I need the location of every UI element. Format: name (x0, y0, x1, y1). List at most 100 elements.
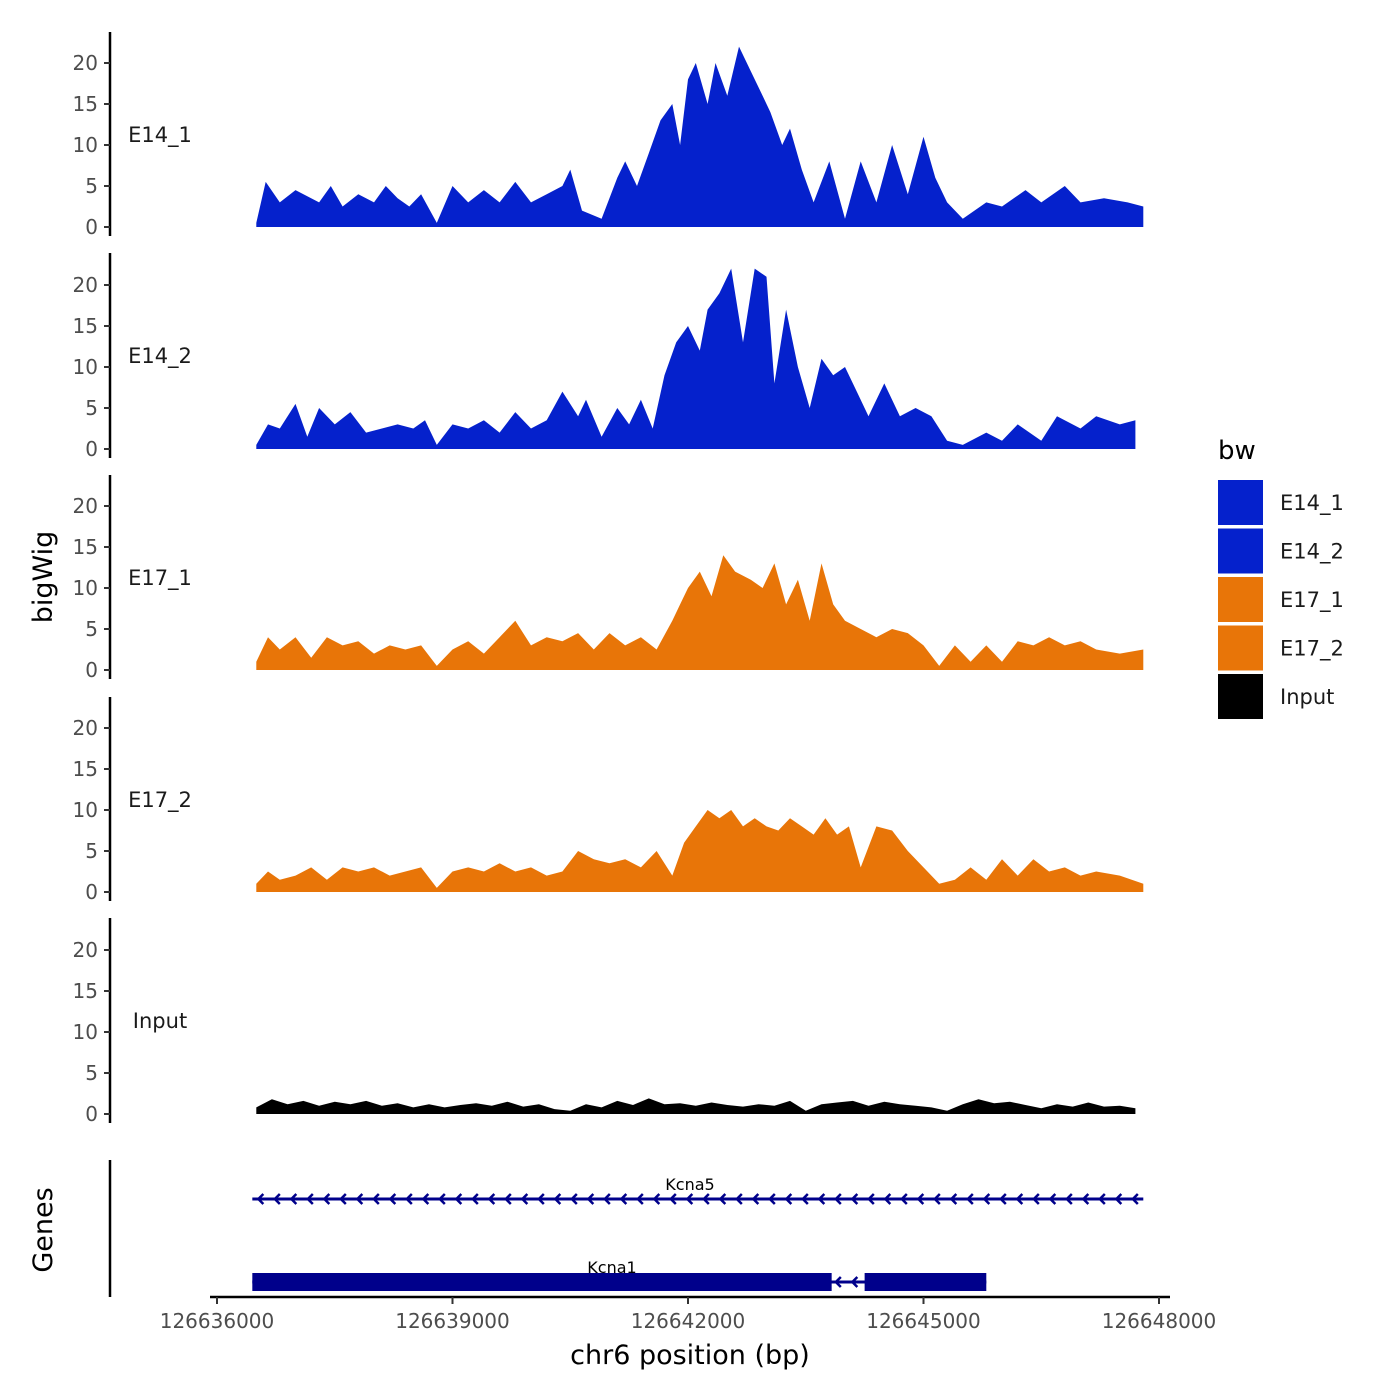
legend-swatch (1218, 577, 1263, 622)
y-tick-label: 5 (85, 174, 98, 198)
y-tick-label: 20 (73, 716, 98, 740)
y-tick-label: 10 (73, 798, 98, 822)
strand-arrow (388, 1193, 397, 1205)
legend-swatch (1218, 528, 1263, 574)
y-tick-label: 5 (85, 396, 98, 420)
signal-area-E17_1 (256, 555, 1144, 670)
legend-swatch (1218, 625, 1263, 671)
strand-arrow (471, 1193, 479, 1205)
strand-arrow (966, 1193, 974, 1205)
legend-item-E17_2: E17_2 (1218, 625, 1344, 671)
x-axis: 126636000 126639000 126642000 126645000 1266… (160, 1295, 1217, 1333)
signal-area-E17_2 (256, 810, 1144, 892)
gene-Kcna5: Kcna5 (252, 1175, 1144, 1205)
x-tick-label: 126648000 (1102, 1309, 1217, 1333)
strand-arrow (504, 1193, 512, 1205)
x-tick-label: 126642000 (631, 1309, 746, 1333)
y-tick-label: 20 (73, 938, 98, 962)
x-axis-title: chr6 position (bp) (570, 1340, 810, 1371)
strand-arrow (685, 1193, 694, 1205)
exon (864, 1273, 987, 1291)
strand-arrow (586, 1193, 595, 1205)
y-tick-label: 0 (85, 437, 98, 461)
y-tick-label: 0 (85, 658, 98, 682)
strand-arrow (636, 1193, 644, 1205)
legend-item-Input: Input (1218, 674, 1334, 719)
strand-arrow (999, 1193, 1007, 1205)
strand-arrow (850, 1276, 859, 1288)
x-tick-label: 126636000 (160, 1309, 275, 1333)
strand-arrow (949, 1193, 958, 1205)
strand-arrow (405, 1193, 413, 1205)
y-tick-label: 5 (85, 1061, 98, 1085)
track-E14_2: 0 5 10 15 20 E14_2 (73, 253, 1136, 461)
strand-arrow (850, 1193, 859, 1205)
strand-arrow (306, 1193, 314, 1205)
genes-panel: Kcna5 Kcna1 (108, 1160, 1144, 1297)
strand-arrow (520, 1193, 529, 1205)
strand-arrow (603, 1193, 611, 1205)
strand-arrow (900, 1193, 908, 1205)
strand-arrow (1098, 1193, 1106, 1205)
y-tick-label: 5 (85, 839, 98, 863)
strand-arrow (784, 1193, 793, 1205)
track-label: E14_1 (128, 123, 192, 148)
y-tick-label: 15 (73, 314, 98, 338)
strand-arrow (916, 1193, 925, 1205)
track-E14_1: 0 5 10 15 20 E14_1 (73, 32, 1144, 239)
strand-arrow (669, 1193, 677, 1205)
y-tick-label: 0 (85, 1102, 98, 1126)
strand-arrow (1065, 1193, 1073, 1205)
gene-Kcna1: Kcna1 (252, 1258, 987, 1291)
legend-title: bw (1218, 436, 1256, 466)
strand-arrow (289, 1193, 298, 1205)
legend-swatch (1218, 674, 1263, 719)
strand-arrow (1131, 1193, 1139, 1205)
signal-area-Input (256, 1098, 1136, 1114)
strand-arrow (751, 1193, 760, 1205)
strand-arrow (256, 1193, 265, 1205)
strand-arrow (619, 1193, 628, 1205)
x-tick-label: 126645000 (866, 1309, 981, 1333)
strand-arrow (1032, 1193, 1040, 1205)
y-tick-label: 15 (73, 757, 98, 781)
y-tick-label: 15 (73, 979, 98, 1003)
strand-arrow (1015, 1193, 1024, 1205)
strand-arrow (438, 1193, 446, 1205)
legend-item-E14_2: E14_2 (1218, 528, 1344, 574)
y-tick-label: 10 (73, 355, 98, 379)
legend-item-E17_1: E17_1 (1218, 577, 1344, 622)
strand-arrow (553, 1193, 562, 1205)
y-tick-label: 0 (85, 880, 98, 904)
y-tick-label: 20 (73, 51, 98, 75)
y-axis-title: bigWig (28, 531, 59, 624)
strand-arrow (867, 1193, 875, 1205)
y-tick-label: 20 (73, 273, 98, 297)
strand-arrow (652, 1193, 661, 1205)
track-E17_1: 0 5 10 15 20 E17_1 (73, 475, 1144, 682)
legend-label: E17_1 (1280, 588, 1344, 613)
track-label: E17_1 (128, 566, 192, 591)
strand-arrow (487, 1193, 496, 1205)
y-tick-label: 15 (73, 535, 98, 559)
strand-arrow (1048, 1193, 1057, 1205)
strand-arrow (735, 1193, 743, 1205)
strand-arrow (817, 1193, 826, 1205)
signal-area-E14_2 (256, 268, 1136, 449)
track-label: E14_2 (128, 344, 192, 369)
legend: bw E14_1 E14_2 E17_1 E17_2 Input (1218, 436, 1344, 719)
strand-arrow (1114, 1193, 1123, 1205)
legend-label: Input (1280, 685, 1334, 709)
strand-arrow (702, 1193, 710, 1205)
legend-label: E14_2 (1280, 540, 1344, 565)
strand-arrow (834, 1193, 842, 1205)
legend-swatch (1218, 480, 1263, 525)
strand-arrow (1081, 1193, 1090, 1205)
y-tick-label: 5 (85, 617, 98, 641)
legend-item-E14_1: E14_1 (1218, 480, 1344, 525)
track-Input: 0 5 10 15 20 Input (73, 918, 1136, 1126)
gene-label: Kcna5 (665, 1175, 714, 1194)
y-tick-label: 0 (85, 215, 98, 239)
signal-tracks: 05101520E14_105101520E14_205101520E17_10… (73, 32, 1144, 1126)
